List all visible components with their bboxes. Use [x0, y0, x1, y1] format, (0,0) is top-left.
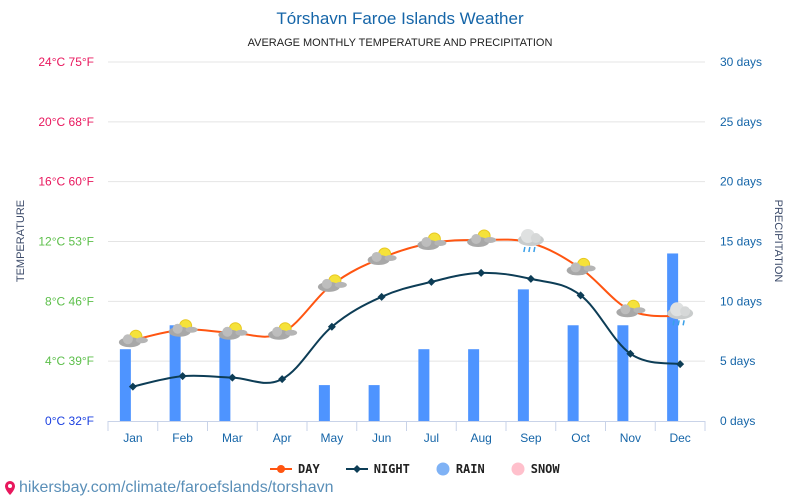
rain-bar: [318, 385, 330, 421]
legend-night-label: NIGHT: [373, 462, 410, 476]
y-left-tick: 12°C 53°F: [38, 235, 94, 249]
legend: DAY NIGHT RAIN SNOW: [270, 462, 560, 476]
night-point: [626, 349, 635, 358]
rain-bar: [219, 337, 231, 421]
rain-bar: [119, 349, 131, 421]
partly-cloudy-icon: [268, 322, 298, 340]
legend-night[interactable]: NIGHT: [345, 462, 410, 476]
night-line: [132, 271, 681, 388]
legend-day[interactable]: DAY: [270, 462, 320, 476]
x-tick-label: Apr: [273, 431, 292, 445]
y-right-tick: 10 days: [720, 294, 762, 308]
y-right-tick: 15 days: [720, 235, 762, 249]
night-point: [526, 274, 535, 283]
y-left-label: TEMPERATURE: [15, 200, 27, 282]
night-point: [327, 322, 336, 331]
chart-title: Tórshavn Faroe Islands Weather: [276, 9, 524, 28]
x-tick-label: May: [321, 431, 344, 445]
rain-bar: [169, 325, 181, 421]
legend-rain[interactable]: RAIN: [436, 462, 485, 476]
partly-cloudy-icon: [317, 274, 347, 292]
rain-bar: [468, 349, 480, 421]
rain-bar: [418, 349, 430, 421]
night-point: [676, 360, 685, 369]
y-left-tick: 8°C 46°F: [45, 294, 94, 308]
rain-bar: [517, 289, 529, 421]
night-point: [178, 372, 187, 381]
rain-bar: [617, 325, 629, 421]
x-tick-label: Jul: [424, 431, 439, 445]
legend-rain-label: RAIN: [455, 462, 485, 476]
x-tick-label: Jan: [123, 431, 142, 445]
x-tick-label: Oct: [571, 431, 590, 445]
partly-cloudy-icon: [168, 319, 198, 337]
night-point: [576, 291, 585, 300]
footer-link[interactable]: hikersbay.com/climate/faroefslands/torsh…: [4, 479, 334, 497]
footer-url: hikersbay.com/climate/faroefslands/torsh…: [19, 479, 334, 496]
pin-icon: [5, 481, 15, 495]
chart-subtitle: AVERAGE MONTHLY TEMPERATURE AND PRECIPIT…: [248, 37, 553, 49]
y-right-tick: 5 days: [720, 354, 755, 368]
y-left-tick: 16°C 60°F: [38, 175, 94, 189]
rain-bar: [667, 253, 679, 421]
partly-cloudy-icon: [218, 322, 248, 340]
y-left-tick: 24°C 75°F: [38, 55, 94, 69]
x-tick-label: Aug: [470, 431, 491, 445]
partly-cloudy-icon: [118, 329, 148, 348]
legend-snow-label: SNOW: [530, 462, 560, 476]
partly-cloudy-icon: [566, 257, 596, 276]
x-tick-label: Feb: [172, 431, 193, 445]
night-point: [477, 268, 486, 277]
rain-bar: [368, 385, 380, 421]
y-right-tick: 0 days: [720, 414, 755, 428]
x-tick-label: Dec: [669, 431, 690, 445]
partly-cloudy-icon: [367, 247, 397, 265]
x-tick-label: Mar: [222, 431, 243, 445]
y-right-tick: 20 days: [720, 175, 762, 189]
partly-cloudy-icon: [467, 229, 497, 248]
night-point: [128, 382, 137, 391]
y-right-tick: 30 days: [720, 55, 762, 69]
y-right-label: PRECIPITATION: [772, 200, 784, 283]
day-line: [132, 238, 681, 342]
night-point: [427, 277, 436, 286]
partly-cloudy-icon: [616, 299, 646, 318]
x-tick-label: Sep: [520, 431, 542, 445]
y-left-tick: 0°C 32°F: [45, 414, 94, 428]
x-tick-label: Jun: [372, 431, 391, 445]
rain-cloud-icon: [517, 228, 544, 253]
night-point: [228, 373, 237, 382]
night-point: [377, 292, 386, 301]
legend-snow[interactable]: SNOW: [511, 462, 560, 476]
rain-cloud-icon: [667, 302, 694, 326]
y-left-tick: 20°C 68°F: [38, 115, 94, 129]
rain-bar: [567, 325, 579, 421]
x-tick-label: Nov: [620, 431, 641, 445]
y-right-tick: 25 days: [720, 115, 762, 129]
night-point: [278, 375, 287, 384]
legend-day-label: DAY: [298, 462, 320, 476]
partly-cloudy-icon: [417, 232, 447, 250]
y-left-tick: 4°C 39°F: [45, 354, 94, 368]
